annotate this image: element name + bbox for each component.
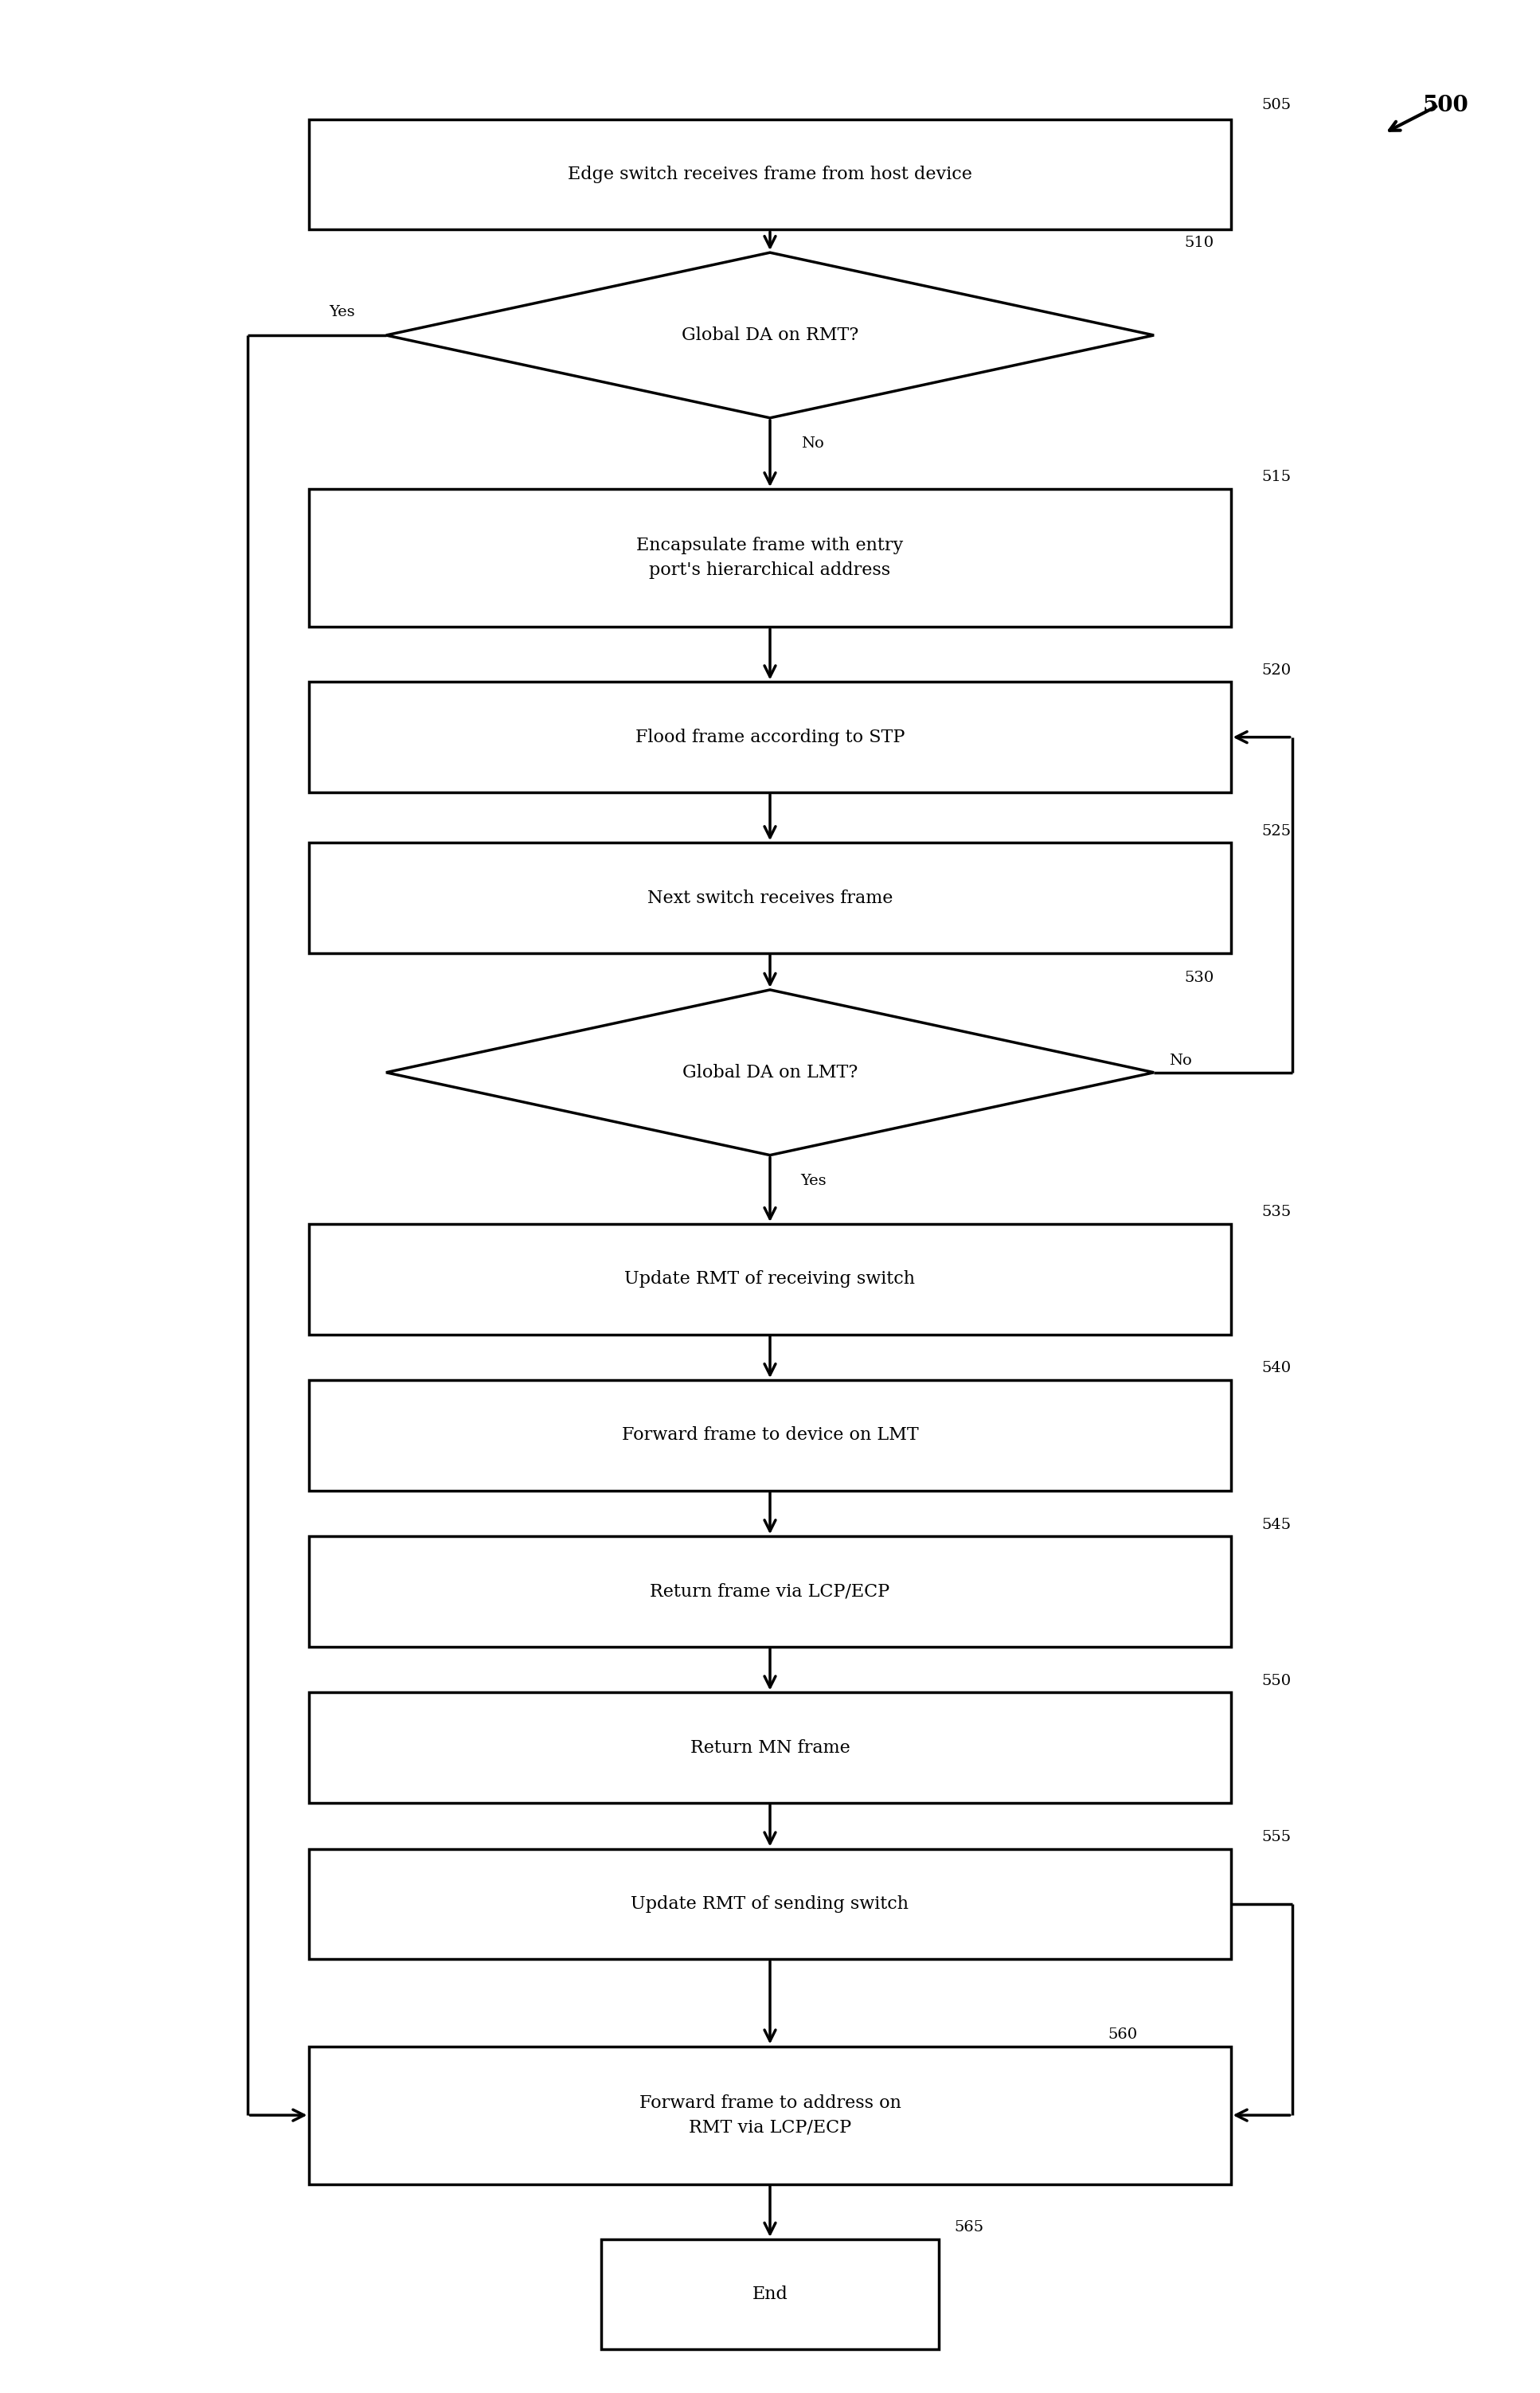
Text: Return MN frame: Return MN frame — [690, 1740, 850, 1756]
Bar — [310, 682, 1230, 792]
Text: Next switch receives frame: Next switch receives frame — [647, 890, 893, 907]
Text: 520: 520 — [1261, 663, 1291, 677]
Text: 545: 545 — [1261, 1517, 1291, 1532]
Text: Global DA on LMT?: Global DA on LMT? — [682, 1065, 858, 1082]
Text: Return frame via LCP/ECP: Return frame via LCP/ECP — [650, 1582, 890, 1601]
Text: Update RMT of sending switch: Update RMT of sending switch — [631, 1895, 909, 1912]
Bar — [310, 1692, 1230, 1802]
Text: 560: 560 — [1107, 2027, 1138, 2041]
Text: 525: 525 — [1261, 823, 1291, 838]
Text: Yes: Yes — [330, 304, 356, 318]
Text: Global DA on RMT?: Global DA on RMT? — [682, 325, 858, 345]
Text: 530: 530 — [1184, 972, 1214, 986]
Bar — [310, 842, 1230, 952]
Bar — [310, 1225, 1230, 1335]
Text: 535: 535 — [1261, 1206, 1291, 1220]
Text: Encapsulate frame with entry
port's hierarchical address: Encapsulate frame with entry port's hier… — [636, 536, 904, 579]
Text: Edge switch receives frame from host device: Edge switch receives frame from host dev… — [568, 165, 972, 184]
Text: 515: 515 — [1261, 469, 1291, 483]
Bar — [310, 2046, 1230, 2185]
Polygon shape — [387, 254, 1153, 419]
Text: Forward frame to device on LMT: Forward frame to device on LMT — [622, 1426, 918, 1443]
Text: No: No — [801, 436, 824, 450]
Bar — [310, 120, 1230, 230]
Bar — [310, 1381, 1230, 1491]
Bar — [601, 2240, 939, 2350]
Bar — [310, 1850, 1230, 1960]
Text: 550: 550 — [1261, 1673, 1291, 1687]
Text: 505: 505 — [1261, 98, 1291, 112]
Text: Update RMT of receiving switch: Update RMT of receiving switch — [625, 1271, 915, 1287]
Text: Flood frame according to STP: Flood frame according to STP — [636, 727, 904, 747]
Text: Yes: Yes — [801, 1173, 827, 1187]
Polygon shape — [387, 991, 1153, 1156]
Text: 510: 510 — [1184, 237, 1214, 251]
Text: End: End — [752, 2285, 788, 2302]
Text: Forward frame to address on
RMT via LCP/ECP: Forward frame to address on RMT via LCP/… — [639, 2094, 901, 2137]
Text: No: No — [1169, 1053, 1192, 1067]
Text: 565: 565 — [955, 2221, 984, 2235]
Text: 555: 555 — [1261, 1831, 1291, 1845]
Bar — [310, 1536, 1230, 1646]
Text: 500: 500 — [1423, 96, 1469, 117]
Text: 540: 540 — [1261, 1362, 1291, 1376]
Bar — [310, 488, 1230, 627]
